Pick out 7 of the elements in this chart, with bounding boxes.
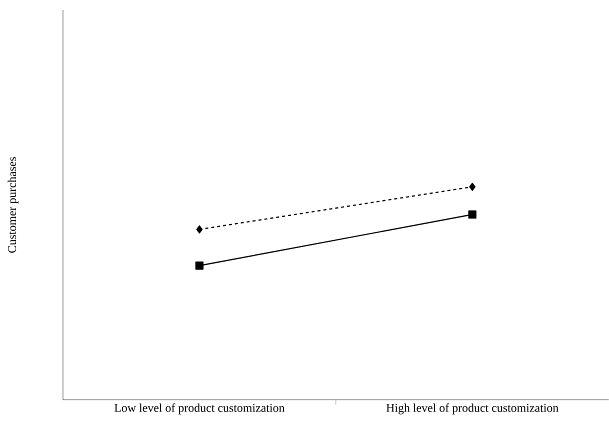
point xyxy=(469,182,476,191)
point xyxy=(468,210,476,219)
x-tick-label: High level of product customization xyxy=(386,403,558,414)
point xyxy=(195,262,204,270)
point xyxy=(196,225,203,234)
x-tick-label: Low level of product customization xyxy=(114,403,285,414)
y-axis-title: Customer purchases xyxy=(8,157,19,253)
